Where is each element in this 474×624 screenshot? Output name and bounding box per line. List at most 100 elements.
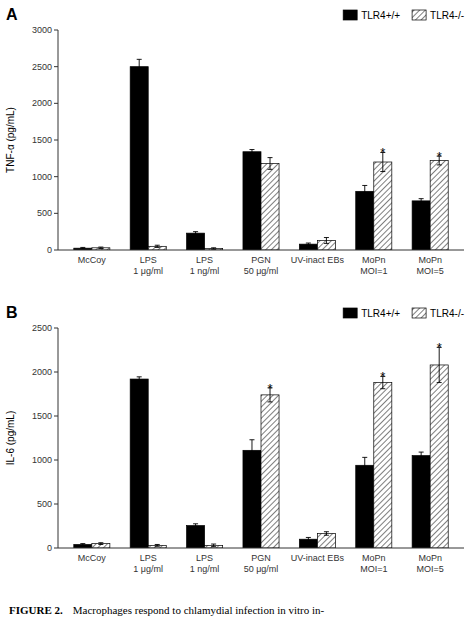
x-tick-label-line: McCoy — [78, 255, 107, 265]
legend: TLR4+/+TLR4-/- — [343, 308, 464, 319]
bar — [356, 465, 374, 548]
bar — [130, 379, 148, 548]
x-tick-label-line: McCoy — [78, 553, 107, 563]
error-bar — [155, 245, 160, 247]
y-axis-label: IL-6 (pg/mL) — [5, 411, 16, 465]
x-tick-label: MoPnMOI=1 — [360, 255, 387, 276]
y-tick-label: 0 — [47, 543, 52, 553]
error-bar — [419, 452, 424, 459]
bar — [412, 456, 430, 548]
y-tick-label: 1000 — [32, 172, 52, 182]
error-bar — [193, 524, 198, 528]
annotation: * — [380, 145, 385, 160]
legend-label: TLR4-/- — [430, 10, 464, 21]
y-tick-label: 2000 — [32, 98, 52, 108]
x-tick-label-line: UV-inact EBs — [291, 255, 345, 265]
x-tick-label-line: UV-inact EBs — [291, 553, 345, 563]
x-tick-label: LPS1 μg/ml — [133, 255, 163, 276]
annotation: * — [267, 381, 272, 396]
y-tick — [54, 213, 58, 214]
error-bar — [155, 544, 160, 546]
legend-item: TLR4+/+ — [343, 10, 400, 21]
x-tick-label: McCoy — [78, 553, 107, 563]
bar — [261, 163, 279, 250]
y-tick-label: 1500 — [32, 135, 52, 145]
error-bar — [80, 544, 85, 546]
x-tick-label-line: LPS — [196, 553, 213, 563]
x-tick-label-line: PGN — [251, 553, 271, 563]
y-axis-line — [58, 30, 59, 250]
x-tick-label-line: LPS — [140, 255, 157, 265]
x-tick-label-line: MoPn — [362, 255, 386, 265]
x-tick-label-line: MoPn — [362, 553, 386, 563]
legend-label: TLR4+/+ — [361, 10, 400, 21]
bar — [243, 450, 261, 548]
x-tick-label: MoPnMOI=5 — [417, 553, 444, 574]
y-tick — [54, 328, 58, 329]
x-tick-label-line: 1 μg/ml — [133, 564, 163, 574]
x-tick-label: MoPnMOI=5 — [417, 255, 444, 276]
caption-text: Macrophages respond to chlamydial infect… — [73, 604, 325, 616]
y-tick-label: 0 — [47, 245, 52, 255]
error-bar — [324, 238, 329, 244]
error-bar — [137, 377, 142, 381]
legend-swatch — [412, 10, 426, 20]
error-bar — [211, 544, 216, 547]
x-tick-label-line: LPS — [140, 553, 157, 563]
bar — [187, 233, 205, 250]
error-bar — [249, 440, 254, 461]
x-tick-label-line: MOI=5 — [417, 266, 444, 276]
x-tick-label-line: 50 μg/ml — [244, 266, 279, 276]
panel-title: A — [6, 6, 18, 23]
y-tick — [54, 140, 58, 141]
panel: BIL-6 (pg/mL)05001000150020002500McCoyLP… — [5, 304, 464, 574]
y-tick-label: 1500 — [32, 411, 52, 421]
error-bar — [306, 537, 311, 541]
legend-swatch — [343, 308, 357, 318]
bar — [374, 383, 392, 548]
y-axis-label: TNF-α (pg/mL) — [5, 107, 16, 173]
error-bar — [193, 232, 198, 235]
error-bar — [362, 185, 367, 197]
x-tick-label: PGN50 μg/ml — [244, 553, 279, 574]
x-tick-label: LPS1 ng/ml — [190, 255, 220, 276]
legend: TLR4+/+ TLR4-/- — [343, 10, 464, 21]
x-tick-label: McCoy — [78, 255, 107, 265]
y-tick-label: 1000 — [32, 455, 52, 465]
legend-item: TLR4+/+ — [343, 308, 400, 319]
y-tick — [54, 548, 58, 549]
bar — [412, 201, 430, 250]
error-bar — [268, 158, 273, 170]
y-tick-label: 500 — [37, 208, 52, 218]
x-tick-label: UV-inact EBs — [291, 553, 345, 563]
error-bar — [137, 59, 142, 74]
y-tick-label: 2500 — [32, 62, 52, 72]
x-tick-label: LPS1 μg/ml — [133, 553, 163, 574]
y-tick — [54, 460, 58, 461]
y-tick — [54, 103, 58, 104]
panel: A TNF-α (pg/mL) 0 500 1000 1500 2000 2500 3000 Mc… — [5, 6, 464, 276]
x-tick-label-line: MoPn — [418, 255, 442, 265]
y-tick-label: 3000 — [32, 25, 52, 35]
error-bar — [98, 247, 103, 248]
x-axis-line — [58, 548, 464, 549]
x-tick-label-line: MOI=1 — [360, 266, 387, 276]
legend-item: TLR4-/- — [412, 10, 464, 21]
x-tick-label: LPS1 ng/ml — [190, 553, 220, 574]
y-tick — [54, 250, 58, 251]
bars — [74, 59, 448, 250]
x-tick-label-line: MOI=1 — [360, 564, 387, 574]
y-tick-label: 2500 — [32, 323, 52, 333]
y-tick — [54, 372, 58, 373]
x-tick-label-line: 1 ng/ml — [190, 266, 220, 276]
error-bar — [80, 247, 85, 248]
error-bar — [419, 199, 424, 203]
error-bar — [249, 150, 254, 154]
page: {"chart_data": [ {"type": "bar", "title"… — [0, 0, 474, 624]
bar — [92, 544, 110, 548]
x-tick-label-line: LPS — [196, 255, 213, 265]
y-tick-label: 2000 — [32, 367, 52, 377]
x-tick-label-line: 1 μg/ml — [133, 266, 163, 276]
legend-label: TLR4+/+ — [361, 308, 400, 319]
bar — [130, 67, 148, 250]
